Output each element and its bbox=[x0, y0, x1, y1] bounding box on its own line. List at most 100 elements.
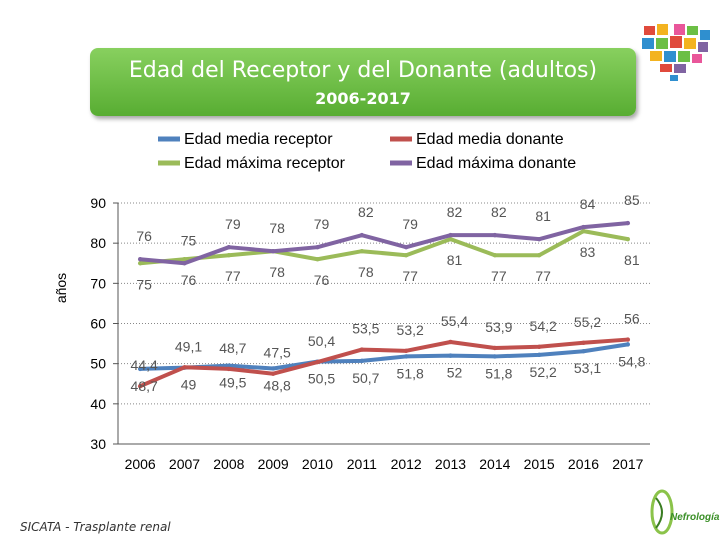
data-point bbox=[270, 249, 276, 254]
data-point bbox=[182, 257, 187, 262]
data-label: 76 bbox=[314, 272, 330, 288]
data-label: 49,5 bbox=[219, 375, 246, 391]
data-point bbox=[359, 358, 365, 364]
data-point bbox=[137, 383, 143, 389]
data-label: 52,2 bbox=[530, 364, 557, 380]
data-point bbox=[270, 371, 276, 376]
y-tick-label: 90 bbox=[90, 195, 106, 211]
data-point bbox=[625, 342, 631, 347]
series-line bbox=[139, 221, 629, 266]
data-point bbox=[448, 232, 453, 238]
data-point bbox=[492, 354, 498, 359]
data-point bbox=[625, 337, 631, 342]
data-point bbox=[492, 232, 498, 238]
data-label: 77 bbox=[225, 268, 241, 284]
x-tick-label: 2008 bbox=[213, 456, 244, 472]
data-label: 53,9 bbox=[485, 319, 512, 335]
chart-title: Edad del Receptor y del Donante (adultos… bbox=[128, 58, 598, 83]
data-point bbox=[448, 353, 453, 358]
data-label: 50,4 bbox=[308, 333, 335, 349]
nefrologia-logo-text: Nefrología bbox=[670, 512, 720, 523]
x-tick-label: 2012 bbox=[391, 456, 422, 472]
y-tick-label: 70 bbox=[90, 275, 106, 291]
y-axis-label: años bbox=[53, 273, 69, 303]
data-label: 83 bbox=[580, 244, 596, 260]
chart-subtitle: 2006-2017 bbox=[315, 89, 411, 108]
data-label: 44,4 bbox=[131, 357, 158, 373]
data-label: 78 bbox=[269, 220, 285, 236]
x-tick-label: 2011 bbox=[347, 456, 377, 472]
series-layer bbox=[137, 220, 631, 389]
data-label: 50,7 bbox=[352, 370, 379, 386]
data-label: 51,8 bbox=[397, 365, 424, 381]
data-point bbox=[536, 253, 542, 258]
data-point bbox=[315, 257, 320, 262]
data-label: 49 bbox=[181, 377, 197, 393]
data-point bbox=[359, 347, 365, 352]
data-labels: 48,7 49 49,5 48,8 50,5 50,7 51,8 52 51,8 52,2 53,1… bbox=[131, 192, 646, 394]
data-point bbox=[403, 244, 409, 250]
x-tick-label: 2015 bbox=[524, 456, 555, 472]
data-point bbox=[492, 345, 498, 351]
data-label: 82 bbox=[491, 204, 507, 220]
x-tick-label: 2014 bbox=[479, 456, 510, 472]
title-banner: Edad del Receptor y del Donante (adultos… bbox=[90, 48, 636, 116]
data-label: 77 bbox=[535, 268, 551, 284]
data-label: 79 bbox=[314, 216, 330, 232]
data-label: 53,2 bbox=[397, 322, 424, 338]
data-point bbox=[448, 236, 453, 242]
data-label: 55,4 bbox=[441, 313, 468, 329]
data-label: 77 bbox=[491, 268, 507, 284]
data-point bbox=[226, 253, 232, 258]
data-point bbox=[315, 244, 320, 250]
data-point bbox=[403, 253, 409, 258]
x-tick-label: 2016 bbox=[568, 456, 599, 472]
nefrologia-logo: Nefrología bbox=[650, 489, 720, 535]
legend-entry: Edad máxima receptor bbox=[184, 155, 346, 172]
data-point bbox=[137, 261, 143, 266]
data-point bbox=[359, 232, 365, 238]
data-label: 81 bbox=[535, 208, 551, 224]
data-label: 55,2 bbox=[574, 314, 601, 330]
data-label: 51,8 bbox=[485, 365, 512, 381]
data-label: 48,7 bbox=[219, 340, 246, 356]
data-point bbox=[625, 236, 631, 242]
data-label: 84 bbox=[580, 196, 596, 212]
data-point bbox=[359, 249, 365, 254]
data-point bbox=[581, 228, 586, 234]
data-point bbox=[403, 354, 409, 359]
data-point bbox=[581, 224, 586, 230]
y-tick-label: 30 bbox=[90, 436, 106, 452]
axes: 30 40 50 60 70 80 90 años 2006 2007 2008 2009 2010 20… bbox=[53, 195, 650, 472]
data-label: 53,1 bbox=[574, 360, 601, 376]
data-point bbox=[448, 339, 453, 345]
data-label: 79 bbox=[402, 216, 418, 232]
data-label: 78 bbox=[269, 264, 285, 280]
data-label: 85 bbox=[624, 192, 640, 208]
data-point bbox=[625, 220, 631, 226]
data-point bbox=[137, 366, 143, 372]
data-label: 53,5 bbox=[352, 321, 379, 337]
data-point bbox=[137, 257, 143, 262]
legend-entry: Edad máxima donante bbox=[416, 155, 576, 172]
source-note: SICATA - Trasplante renal bbox=[20, 520, 171, 534]
data-label: 76 bbox=[181, 272, 197, 288]
data-label: 52 bbox=[447, 365, 463, 381]
y-tick-label: 50 bbox=[90, 356, 106, 372]
data-point bbox=[182, 365, 187, 370]
x-tick-label: 2010 bbox=[302, 456, 333, 472]
data-label: 54,2 bbox=[530, 318, 557, 334]
y-tick-label: 40 bbox=[90, 396, 106, 412]
data-label: 77 bbox=[402, 268, 418, 284]
data-point bbox=[492, 253, 498, 258]
data-point bbox=[536, 352, 542, 358]
data-label: 75 bbox=[136, 276, 152, 292]
data-point bbox=[581, 349, 586, 354]
data-label: 48,7 bbox=[131, 378, 158, 394]
data-label: 82 bbox=[447, 204, 463, 220]
legend-entry: Edad media receptor bbox=[184, 131, 333, 148]
data-label: 50,5 bbox=[308, 371, 335, 387]
x-tick-label: 2013 bbox=[435, 456, 466, 472]
data-label: 49,1 bbox=[175, 338, 202, 354]
